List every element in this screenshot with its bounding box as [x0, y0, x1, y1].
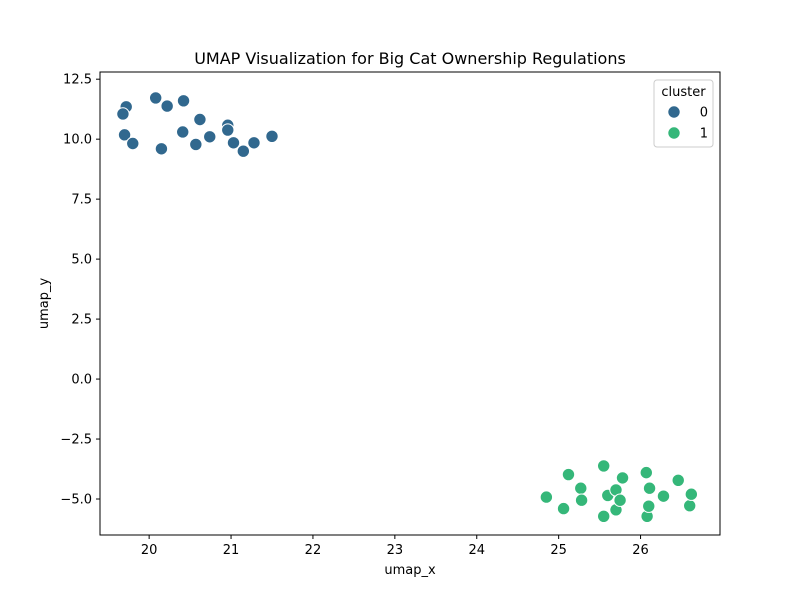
- cluster-0-point: [189, 137, 203, 152]
- y-tick-label: 0.0: [71, 373, 92, 388]
- x-axis: 20 21 22 23 24 25 26: [141, 535, 649, 558]
- cluster-0-point: [160, 99, 174, 113]
- legend-title: cluster: [661, 85, 706, 100]
- cluster-0-point: [126, 136, 140, 151]
- y-tick-label: 10.0: [63, 133, 92, 148]
- cluster-1-point: [556, 501, 571, 516]
- x-tick-label: 21: [223, 543, 240, 558]
- plot-frame: [99, 71, 721, 536]
- cluster-0-point: [226, 136, 241, 150]
- cluster-1-point: [597, 509, 611, 523]
- x-tick-label: 24: [468, 543, 485, 558]
- legend-label-0: 0: [700, 106, 708, 121]
- cluster-1-point: [684, 487, 699, 501]
- cluster-0-point: [148, 91, 163, 105]
- cluster-1-point: [597, 459, 611, 473]
- cluster-1-point: [539, 490, 554, 504]
- cluster-0-point: [193, 112, 207, 127]
- y-tick-label: 12.5: [63, 73, 92, 88]
- y-tick-label: −5.0: [60, 493, 92, 508]
- y-axis: −5.0 −2.5 0.0 2.5 5.0 7.5 10.0 12.5: [60, 73, 100, 508]
- y-tick-label: 2.5: [71, 313, 92, 328]
- cluster-1-point: [639, 465, 653, 480]
- cluster-1-point: [642, 499, 656, 513]
- cluster-0-point: [117, 128, 132, 142]
- cluster-0-point: [247, 136, 261, 150]
- cluster-0-point: [116, 107, 130, 121]
- x-tick-label: 26: [632, 543, 649, 558]
- cluster-0-point: [176, 125, 190, 139]
- x-tick-label: 22: [305, 543, 322, 558]
- x-tick-label: 23: [387, 543, 404, 558]
- legend-marker-1: [667, 126, 681, 140]
- cluster-0-point: [236, 144, 251, 158]
- cluster-0-point: [154, 142, 169, 156]
- y-tick-label: 7.5: [71, 193, 92, 208]
- x-axis-title: umap_x: [384, 563, 436, 578]
- y-tick-label: −2.5: [60, 433, 92, 448]
- x-tick-label: 20: [141, 543, 158, 558]
- chart-title: UMAP Visualization for Big Cat Ownership…: [194, 49, 626, 68]
- cluster-1-point: [671, 473, 685, 487]
- cluster-1-point: [615, 471, 630, 485]
- cluster-0-point: [176, 94, 191, 108]
- cluster-1-point: [613, 493, 627, 507]
- legend-label-1: 1: [700, 127, 708, 142]
- cluster-0-point: [221, 123, 235, 137]
- y-axis-title: umap_y: [37, 278, 52, 330]
- y-tick-label: 5.0: [71, 253, 92, 268]
- cluster-1-point: [642, 481, 657, 495]
- legend: cluster 0 1: [653, 79, 714, 148]
- cluster-1-point: [574, 481, 588, 495]
- cluster-1-point: [561, 467, 576, 482]
- legend-marker-0: [667, 105, 681, 119]
- x-tick-label: 25: [550, 543, 567, 558]
- cluster-1-point: [656, 489, 671, 503]
- cluster-0-point: [203, 130, 217, 144]
- cluster-1-point: [574, 493, 589, 507]
- cluster-1-point: [683, 499, 697, 513]
- cluster-0-point: [265, 129, 279, 143]
